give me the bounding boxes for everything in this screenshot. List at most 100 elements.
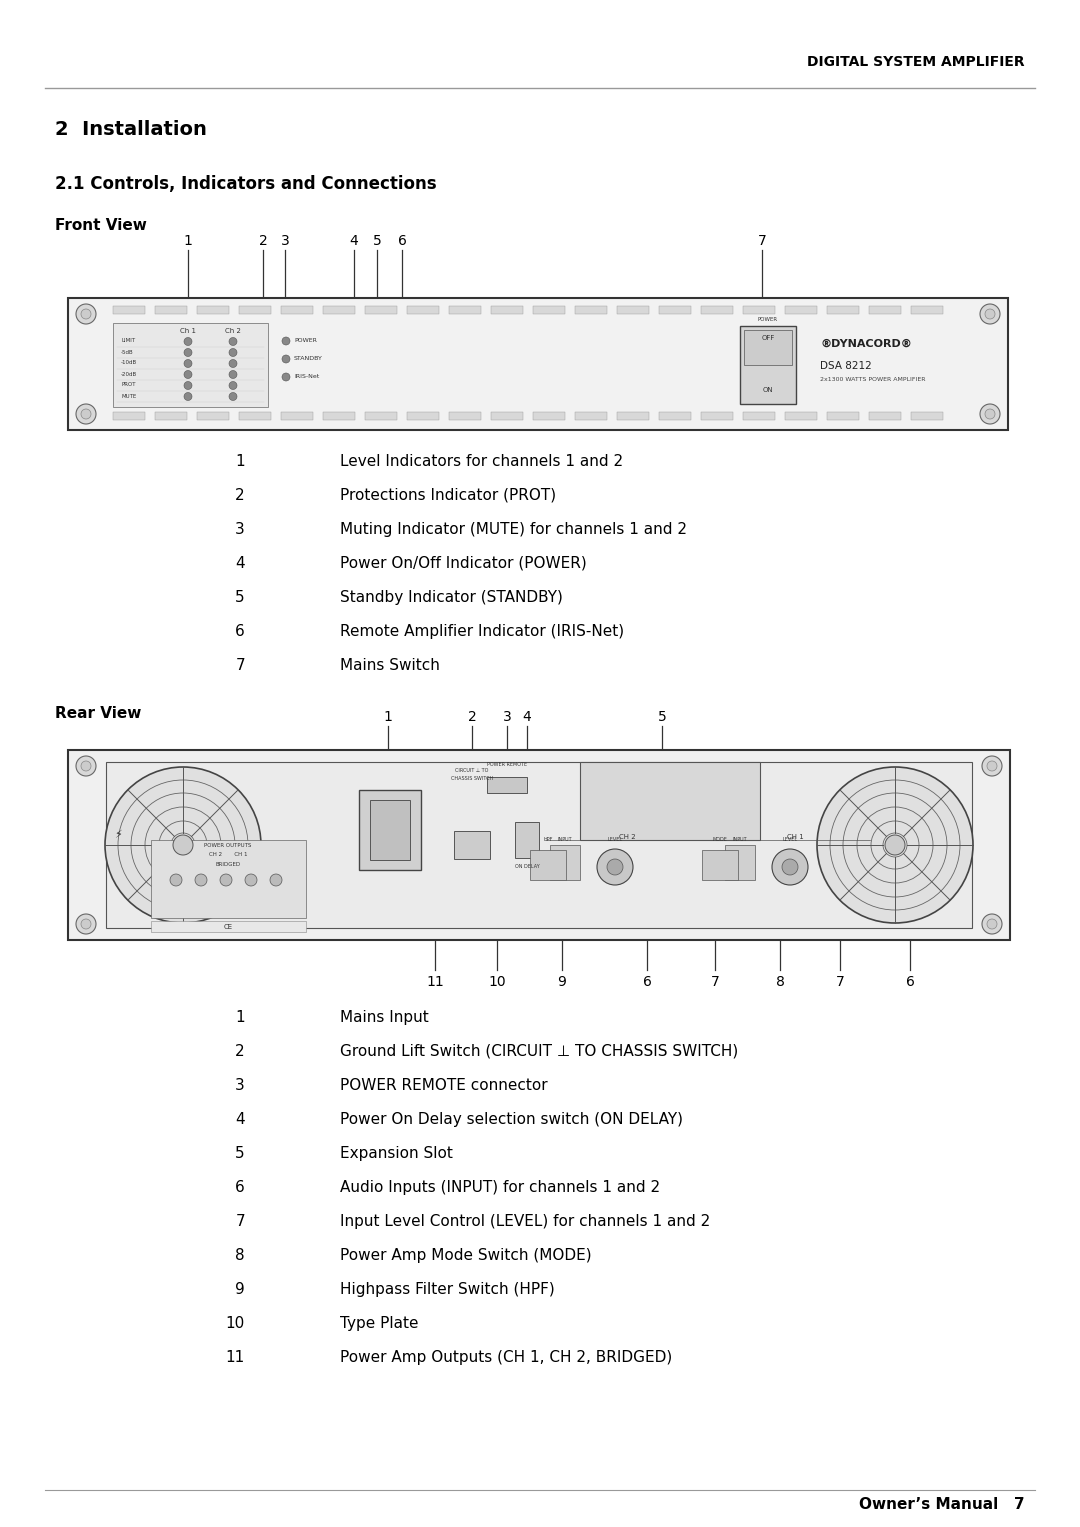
- Circle shape: [985, 409, 995, 418]
- Circle shape: [76, 405, 96, 425]
- Bar: [701, 305, 733, 315]
- Text: 3: 3: [281, 234, 289, 247]
- Text: 10: 10: [226, 1316, 245, 1332]
- Circle shape: [982, 756, 1002, 776]
- Circle shape: [982, 915, 1002, 935]
- Text: 2: 2: [258, 234, 268, 247]
- Text: 6: 6: [643, 976, 651, 989]
- Circle shape: [184, 348, 192, 356]
- Bar: [68, 750, 1010, 941]
- Text: Audio Inputs (INPUT) for channels 1 and 2: Audio Inputs (INPUT) for channels 1 and …: [340, 1180, 660, 1196]
- Text: INPUT: INPUT: [732, 837, 747, 841]
- Text: 7: 7: [758, 234, 767, 247]
- Text: Ch 1: Ch 1: [180, 328, 195, 334]
- Text: 2: 2: [235, 489, 245, 502]
- Bar: [659, 412, 691, 420]
- Bar: [487, 777, 527, 793]
- Circle shape: [105, 767, 261, 922]
- Bar: [617, 412, 649, 420]
- Text: -10dB: -10dB: [121, 360, 137, 365]
- Bar: [113, 412, 145, 420]
- Bar: [912, 305, 943, 315]
- Text: IRIS-Net: IRIS-Net: [294, 374, 320, 380]
- Text: POWER REMOTE connector: POWER REMOTE connector: [340, 1078, 548, 1093]
- Bar: [515, 822, 539, 858]
- Bar: [912, 412, 943, 420]
- Circle shape: [270, 873, 282, 886]
- Text: 2.1 Controls, Indicators and Connections: 2.1 Controls, Indicators and Connections: [55, 176, 436, 192]
- Text: MODE: MODE: [713, 837, 728, 841]
- Circle shape: [816, 767, 973, 922]
- Bar: [449, 305, 481, 315]
- Bar: [743, 412, 775, 420]
- Text: 1: 1: [235, 454, 245, 469]
- Text: ®DYNACORD®: ®DYNACORD®: [820, 339, 912, 350]
- Circle shape: [885, 835, 905, 855]
- Circle shape: [220, 873, 232, 886]
- Text: 7: 7: [711, 976, 719, 989]
- Circle shape: [607, 860, 623, 875]
- Text: 1: 1: [184, 234, 192, 247]
- Text: 4: 4: [235, 1112, 245, 1127]
- Bar: [701, 412, 733, 420]
- Text: Power Amp Mode Switch (MODE): Power Amp Mode Switch (MODE): [340, 1248, 592, 1263]
- Text: CE: CE: [224, 924, 232, 930]
- Circle shape: [597, 849, 633, 886]
- Text: 2: 2: [235, 1044, 245, 1060]
- Text: POWER REMOTE: POWER REMOTE: [487, 762, 527, 767]
- Bar: [869, 305, 901, 315]
- Circle shape: [282, 337, 291, 345]
- Bar: [702, 851, 738, 880]
- Bar: [323, 412, 355, 420]
- Text: POWER: POWER: [758, 318, 778, 322]
- Bar: [407, 412, 438, 420]
- Bar: [659, 305, 691, 315]
- Bar: [151, 921, 306, 931]
- Circle shape: [282, 373, 291, 382]
- Circle shape: [987, 919, 997, 928]
- Text: Power On Delay selection switch (ON DELAY): Power On Delay selection switch (ON DELA…: [340, 1112, 683, 1127]
- Circle shape: [229, 382, 237, 389]
- Bar: [617, 305, 649, 315]
- Text: OFF: OFF: [761, 334, 774, 341]
- Bar: [869, 412, 901, 420]
- Bar: [785, 412, 816, 420]
- Text: 2x1300 WATTS POWER AMPLIFIER: 2x1300 WATTS POWER AMPLIFIER: [820, 377, 926, 382]
- Text: Muting Indicator (MUTE) for channels 1 and 2: Muting Indicator (MUTE) for channels 1 a…: [340, 522, 687, 538]
- Text: -20dB: -20dB: [121, 371, 137, 377]
- Bar: [156, 305, 187, 315]
- Text: 4: 4: [235, 556, 245, 571]
- Bar: [449, 412, 481, 420]
- Circle shape: [184, 392, 192, 400]
- Text: ON: ON: [762, 386, 773, 392]
- Text: 6: 6: [397, 234, 406, 247]
- Text: 5: 5: [373, 234, 381, 247]
- Circle shape: [229, 392, 237, 400]
- Bar: [239, 412, 271, 420]
- Text: POWER OUTPUTS: POWER OUTPUTS: [204, 843, 252, 847]
- Bar: [534, 412, 565, 420]
- Text: 2  Installation: 2 Installation: [55, 121, 207, 139]
- Bar: [550, 844, 580, 880]
- Text: Mains Switch: Mains Switch: [340, 658, 440, 673]
- Circle shape: [985, 308, 995, 319]
- Text: Front View: Front View: [55, 218, 147, 234]
- Text: Power Amp Outputs (CH 1, CH 2, BRIDGED): Power Amp Outputs (CH 1, CH 2, BRIDGED): [340, 1350, 672, 1365]
- Circle shape: [282, 354, 291, 363]
- Text: 5: 5: [235, 1145, 245, 1161]
- Text: Expansion Slot: Expansion Slot: [340, 1145, 453, 1161]
- Bar: [281, 305, 313, 315]
- Text: ON DELAY: ON DELAY: [515, 864, 539, 869]
- Bar: [740, 325, 796, 405]
- Text: Highpass Filter Switch (HPF): Highpass Filter Switch (HPF): [340, 1283, 555, 1296]
- Bar: [530, 851, 566, 880]
- Text: MUTE: MUTE: [121, 394, 136, 399]
- Text: 4: 4: [523, 710, 531, 724]
- Text: Remote Amplifier Indicator (IRIS-Net): Remote Amplifier Indicator (IRIS-Net): [340, 625, 624, 638]
- Bar: [491, 412, 523, 420]
- Circle shape: [987, 760, 997, 771]
- Bar: [370, 800, 410, 860]
- Text: POWER: POWER: [294, 339, 316, 344]
- Text: -5dB: -5dB: [121, 350, 134, 354]
- Bar: [827, 412, 859, 420]
